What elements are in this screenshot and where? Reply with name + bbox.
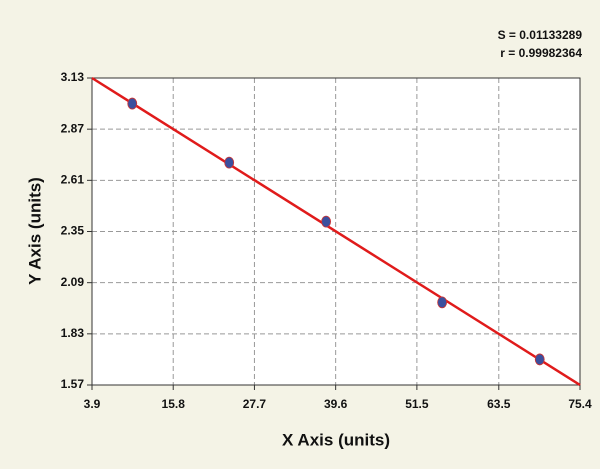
data-point	[127, 97, 138, 110]
annotation: S = 0.01133289	[498, 28, 583, 42]
x-tick-label: 15.8	[162, 397, 186, 411]
x-axis-label: X Axis (units)	[282, 430, 390, 449]
plot-border	[91, 77, 581, 386]
data-point	[534, 353, 545, 366]
fit-line	[91, 76, 581, 387]
data-point	[437, 296, 448, 309]
y-tick-label: 2.09	[61, 275, 85, 289]
x-tick-label: 51.5	[405, 397, 429, 411]
x-tick-label: 27.7	[243, 397, 267, 411]
x-tick-label: 63.5	[487, 397, 511, 411]
x-tick-label: 3.9	[84, 397, 101, 411]
y-tick-label: 1.83	[61, 326, 85, 340]
y-tick-label: 2.35	[61, 224, 85, 238]
y-axis-label: Y Axis (units)	[25, 177, 44, 285]
data-point	[321, 215, 332, 228]
x-tick-label: 75.4	[568, 397, 592, 411]
y-tick-label: 2.87	[61, 121, 85, 135]
y-tick-label: 1.57	[61, 377, 85, 391]
y-tick-label: 2.61	[61, 173, 85, 187]
y-tick-label: 3.13	[61, 70, 85, 84]
x-tick-label: 39.6	[324, 397, 348, 411]
data-point	[224, 156, 235, 169]
annotation: r = 0.99982364	[500, 46, 582, 60]
